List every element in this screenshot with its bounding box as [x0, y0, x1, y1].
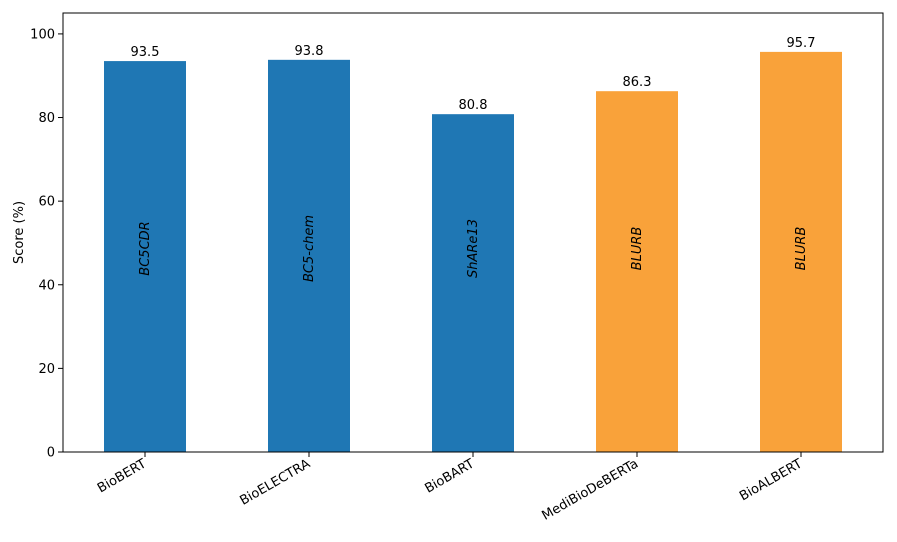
x-tick-label: BioELECTRA [237, 456, 313, 508]
plot-frame [62, 12, 884, 453]
x-tick-label: BioALBERT [737, 456, 805, 504]
bar [760, 51, 842, 452]
bar [432, 114, 514, 452]
bar [268, 59, 350, 453]
y-tick-label: 100 [30, 27, 55, 42]
y-tick-label: 20 [38, 362, 55, 377]
bar-annotation: BC5-chem [302, 215, 317, 282]
y-tick-label: 60 [38, 195, 55, 210]
x-tick-label: BioBART [422, 456, 477, 496]
bar-value-label: 95.7 [787, 36, 816, 51]
bar [596, 91, 678, 452]
bar-annotation: ShARe13 [466, 219, 481, 278]
y-axis-title: Score (%) [12, 201, 27, 264]
y-axis: 0 20 40 60 80 100 [30, 27, 63, 461]
x-tick-label: MediBioDeBERTa [539, 456, 641, 523]
y-tick-label: 40 [38, 278, 55, 293]
y-tick-label: 0 [47, 446, 55, 461]
x-axis: BioBERT BioELECTRA BioBART MediBioDeBERTa Bi… [95, 452, 805, 524]
bar [104, 61, 186, 452]
bar-value-label: 93.8 [295, 44, 324, 59]
y-tick-label: 80 [38, 111, 55, 126]
bar-annotation: BC5CDR [138, 221, 153, 275]
x-tick-label: BioBERT [95, 456, 149, 496]
bar-value-label: 93.5 [131, 45, 160, 60]
bar-annotation: BLURB [794, 227, 809, 271]
bar-value-label: 80.8 [459, 98, 488, 113]
bar-value-label: 86.3 [623, 75, 652, 90]
bar-annotation: BLURB [630, 227, 645, 271]
bars-layer: 93.5 BC5CDR 93.8 BC5-chem 80.8 ShARe13 86.3 BLU… [104, 36, 842, 453]
